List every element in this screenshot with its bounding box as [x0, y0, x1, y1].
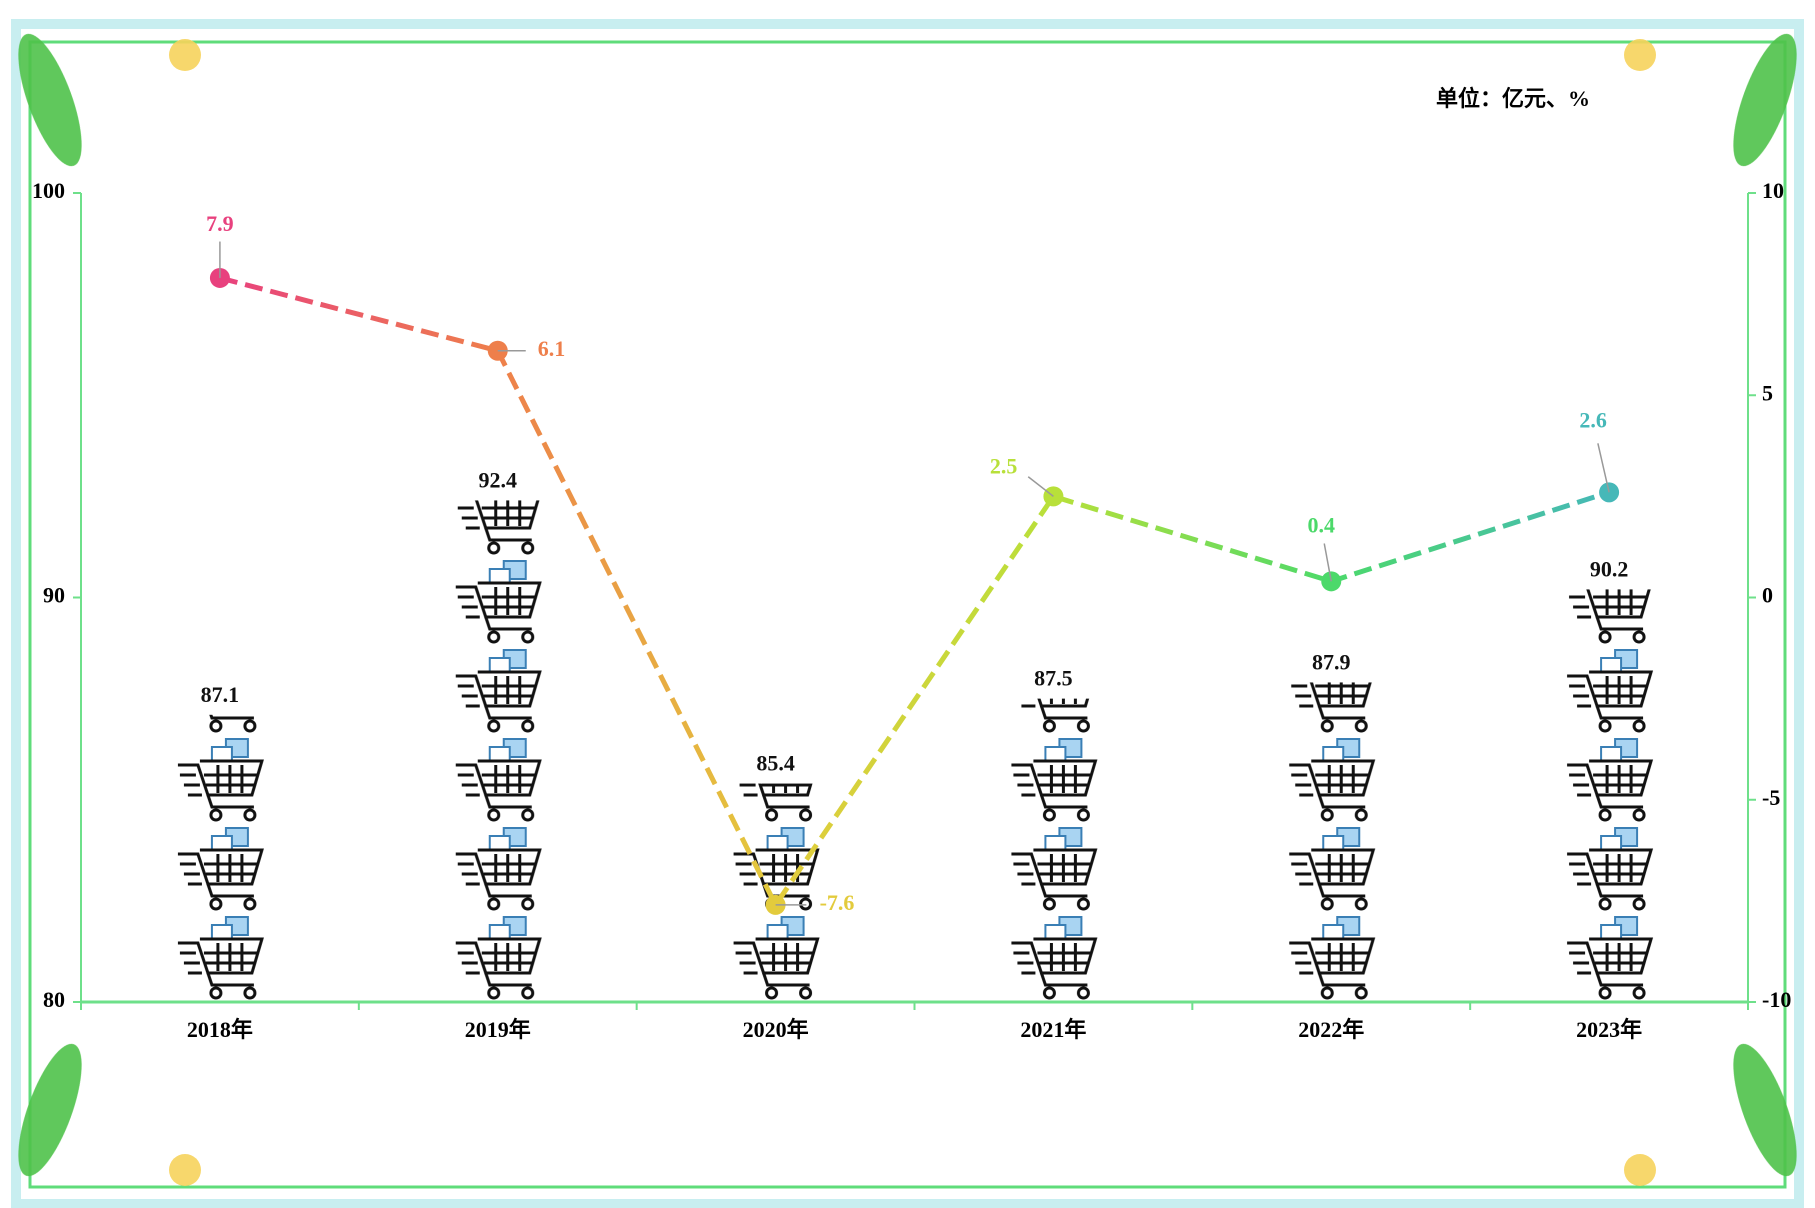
- bar-value-label: 85.4: [756, 751, 795, 776]
- label-leader: [1027, 476, 1054, 497]
- frame: [28, 40, 1787, 1189]
- line: [219, 275, 1610, 910]
- bar: [729, 783, 822, 1002]
- y2-tick-label: -10: [1762, 987, 1791, 1012]
- line-value-label: -7.6: [820, 890, 855, 915]
- y-tick-label: 90: [43, 583, 65, 608]
- bar: [451, 500, 544, 1002]
- y-tick-label: 100: [32, 178, 65, 203]
- bar-value-label: 87.9: [1312, 649, 1351, 674]
- line-value-label: 7.9: [206, 211, 234, 236]
- bar: [1285, 682, 1378, 1002]
- x-tick-label: 2022年: [1298, 1017, 1364, 1042]
- bar-value-label: 87.5: [1034, 666, 1073, 691]
- decoration: [18, 33, 1797, 1186]
- bar-value-label: 87.1: [201, 682, 240, 707]
- bar: [1007, 698, 1100, 1002]
- x-tick-label: 2023年: [1576, 1017, 1642, 1042]
- x-tick-label: 2021年: [1020, 1017, 1086, 1042]
- x-tick-label: 2019年: [465, 1017, 531, 1042]
- unit-note: 单位：亿元、%: [1436, 86, 1590, 111]
- y2-tick-label: 5: [1762, 380, 1773, 405]
- label-leader: [1323, 543, 1332, 582]
- x-tick-label: 2020年: [743, 1017, 809, 1042]
- label-leader: [1597, 443, 1610, 493]
- y2-tick-label: 10: [1762, 178, 1784, 203]
- bar: [173, 714, 266, 1002]
- line-value-label: 2.6: [1579, 407, 1607, 432]
- bar: [1563, 589, 1656, 1002]
- x-tick-label: 2018年: [187, 1017, 253, 1042]
- line-value-label: 2.5: [990, 453, 1018, 478]
- y2-tick-label: -5: [1762, 785, 1780, 810]
- bar-value-label: 90.2: [1590, 556, 1629, 581]
- outer-frame: [11, 19, 1804, 1208]
- y-tick-label: 80: [43, 987, 65, 1012]
- line-value-label: 6.1: [538, 336, 566, 361]
- bar-value-label: 92.4: [479, 467, 518, 492]
- y2-tick-label: 0: [1762, 583, 1773, 608]
- line-value-label: 0.4: [1308, 512, 1336, 537]
